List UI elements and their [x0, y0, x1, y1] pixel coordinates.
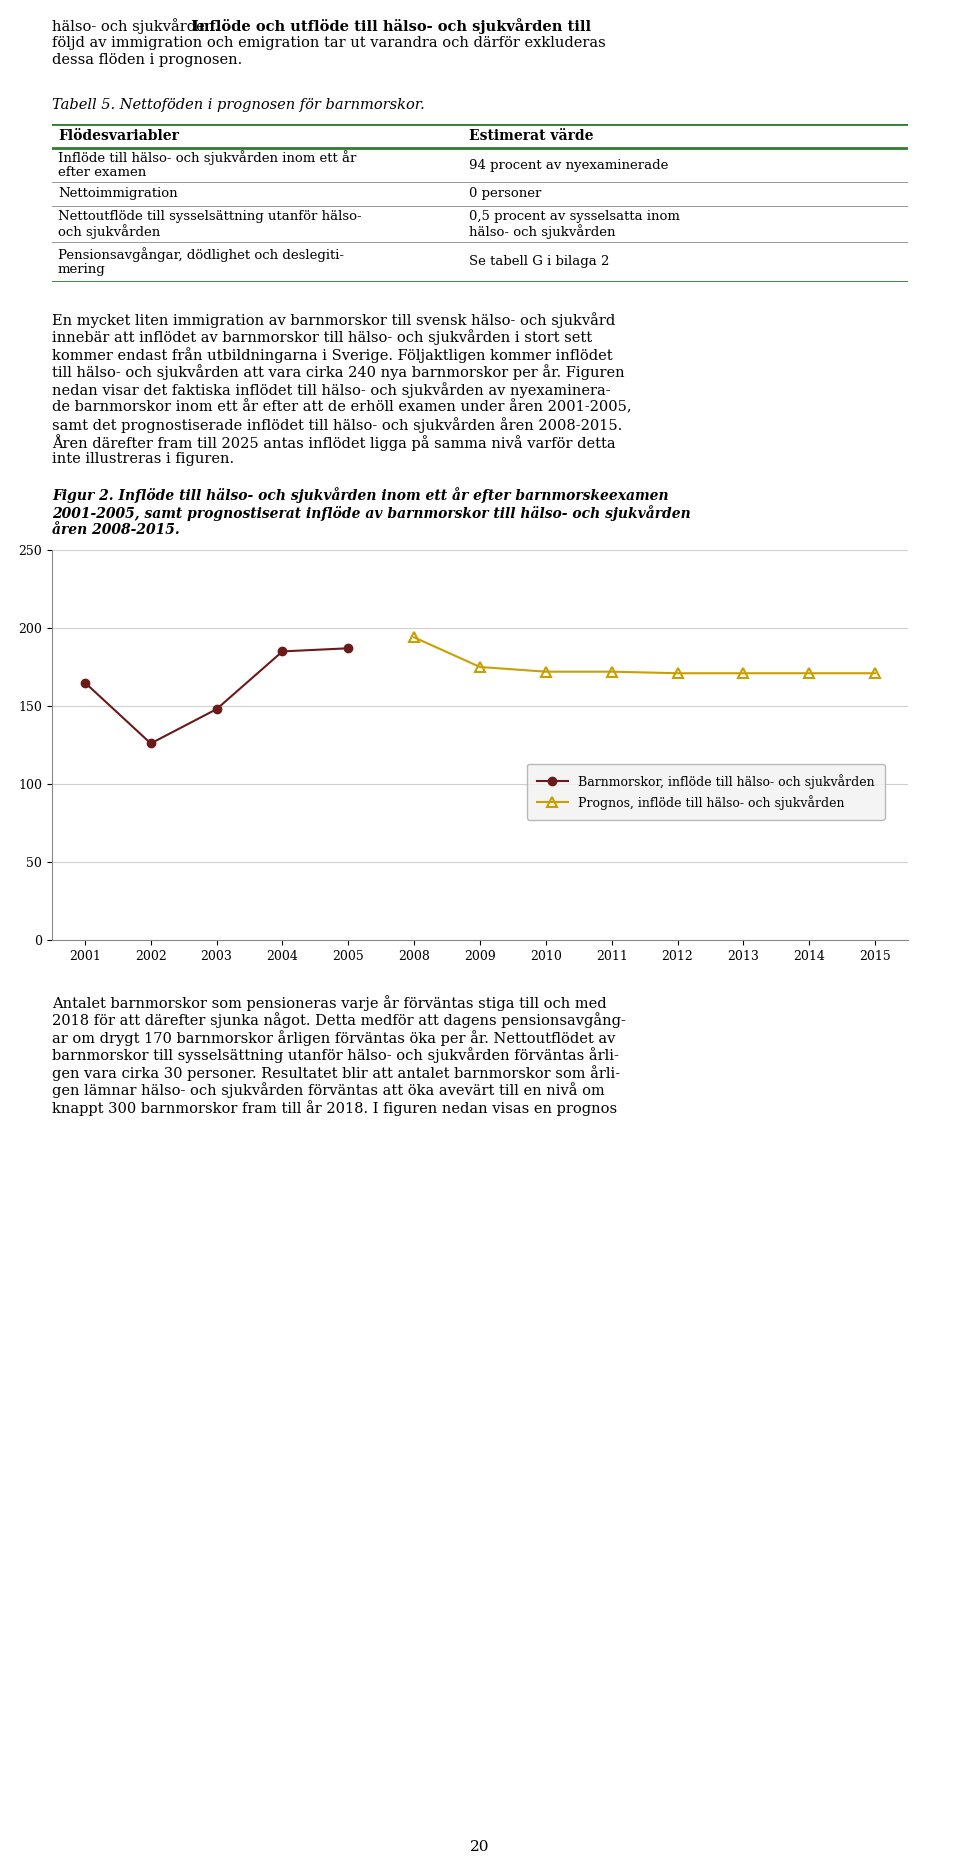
Text: inte illustreras i figuren.: inte illustreras i figuren.	[52, 453, 234, 466]
Text: Antalet barnmorskor som pensioneras varje år förväntas stiga till och med: Antalet barnmorskor som pensioneras varj…	[52, 995, 607, 1012]
Text: hälso- och sjukvården.: hälso- och sjukvården.	[52, 19, 224, 34]
Text: samt det prognostiserade inflödet till hälso- och sjukvården åren 2008-2015.: samt det prognostiserade inflödet till h…	[52, 417, 622, 432]
Text: barnmorskor till sysselsättning utanför hälso- och sjukvården förväntas årli-: barnmorskor till sysselsättning utanför …	[52, 1047, 619, 1064]
Line: Barnmorskor, inflöde till hälso- och sjukvården: Barnmorskor, inflöde till hälso- och sju…	[81, 643, 352, 748]
Barnmorskor, inflöde till hälso- och sjukvården	[211, 698, 223, 720]
Text: 2018 för att därefter sjunka något. Detta medför att dagens pensionsavgång-: 2018 för att därefter sjunka något. Dett…	[52, 1012, 626, 1028]
Text: hälso- och sjukvården: hälso- och sjukvården	[468, 224, 615, 239]
Text: kommer endast från utbildningarna i Sverige. Följaktligen kommer inflödet: kommer endast från utbildningarna i Sver…	[52, 348, 612, 363]
Prognos, inflöde till hälso- och sjukvården	[474, 656, 486, 679]
Text: En mycket liten immigration av barnmorskor till svensk hälso- och sjukvård: En mycket liten immigration av barnmorsk…	[52, 312, 615, 327]
Text: de barnmorskor inom ett år efter att de erhöll examen under åren 2001-2005,: de barnmorskor inom ett år efter att de …	[52, 400, 632, 413]
Text: Tabell 5. Nettoföden i prognosen för barnmorskor.: Tabell 5. Nettoföden i prognosen för bar…	[52, 99, 424, 112]
Barnmorskor, inflöde till hälso- och sjukvården	[343, 638, 354, 660]
Legend: Barnmorskor, inflöde till hälso- och sjukvården, Prognos, inflöde till hälso- oc: Barnmorskor, inflöde till hälso- och sju…	[527, 763, 884, 819]
Text: Inflöde till hälso- och sjukvården inom ett år: Inflöde till hälso- och sjukvården inom …	[58, 150, 356, 165]
Text: innebär att inflödet av barnmorskor till hälso- och sjukvården i stort sett: innebär att inflödet av barnmorskor till…	[52, 329, 592, 346]
Text: Se tabell G i bilaga 2: Se tabell G i bilaga 2	[468, 256, 610, 269]
Barnmorskor, inflöde till hälso- och sjukvården	[79, 671, 90, 694]
Text: 0 personer: 0 personer	[468, 187, 541, 200]
Text: Flödesvariabler: Flödesvariabler	[58, 129, 179, 142]
Text: 0,5 procent av sysselsatta inom: 0,5 procent av sysselsatta inom	[468, 209, 680, 223]
Text: Nettoimmigration: Nettoimmigration	[58, 187, 178, 200]
Text: nedan visar det faktiska inflödet till hälso- och sjukvården av nyexaminera-: nedan visar det faktiska inflödet till h…	[52, 381, 611, 398]
Prognos, inflöde till hälso- och sjukvården	[804, 662, 815, 684]
Prognos, inflöde till hälso- och sjukvården	[606, 660, 617, 683]
Line: Prognos, inflöde till hälso- och sjukvården: Prognos, inflöde till hälso- och sjukvår…	[409, 632, 880, 679]
Prognos, inflöde till hälso- och sjukvården	[672, 662, 684, 684]
Barnmorskor, inflöde till hälso- och sjukvården	[145, 733, 156, 755]
Text: dessa flöden i prognosen.: dessa flöden i prognosen.	[52, 52, 242, 67]
Text: efter examen: efter examen	[58, 166, 146, 180]
Text: och sjukvården: och sjukvården	[58, 224, 160, 239]
Text: Pensionsavgångar, dödlighet och deslegiti-: Pensionsavgångar, dödlighet och deslegit…	[58, 247, 344, 262]
Text: 20: 20	[470, 1840, 490, 1853]
Text: åren 2008-2015.: åren 2008-2015.	[52, 522, 180, 537]
Text: till hälso- och sjukvården att vara cirka 240 nya barnmorskor per år. Figuren: till hälso- och sjukvården att vara cirk…	[52, 365, 625, 380]
Text: Inflöde och utflöde till hälso- och sjukvården till: Inflöde och utflöde till hälso- och sjuk…	[192, 19, 591, 34]
Text: Estimerat värde: Estimerat värde	[468, 129, 593, 142]
Prognos, inflöde till hälso- och sjukvården	[540, 660, 552, 683]
Prognos, inflöde till hälso- och sjukvården	[870, 662, 881, 684]
Text: knappt 300 barnmorskor fram till år 2018. I figuren nedan visas en prognos: knappt 300 barnmorskor fram till år 2018…	[52, 1100, 617, 1116]
Text: 2001-2005, samt prognostiserat inflöde av barnmorskor till hälso- och sjukvården: 2001-2005, samt prognostiserat inflöde a…	[52, 505, 691, 522]
Prognos, inflöde till hälso- och sjukvården	[737, 662, 749, 684]
Text: mering: mering	[58, 264, 106, 277]
Text: gen vara cirka 30 personer. Resultatet blir att antalet barnmorskor som årli-: gen vara cirka 30 personer. Resultatet b…	[52, 1066, 620, 1081]
Text: följd av immigration och emigration tar ut varandra och därför exkluderas: följd av immigration och emigration tar …	[52, 36, 606, 49]
Text: Nettoutflöde till sysselsättning utanför hälso-: Nettoutflöde till sysselsättning utanför…	[58, 209, 362, 223]
Text: gen lämnar hälso- och sjukvården förväntas att öka avevärt till en nivå om: gen lämnar hälso- och sjukvården förvänt…	[52, 1083, 605, 1098]
Text: ar om drygt 170 barnmorskor årligen förväntas öka per år. Nettoutflödet av: ar om drygt 170 barnmorskor årligen förv…	[52, 1030, 615, 1045]
Barnmorskor, inflöde till hälso- och sjukvården	[276, 640, 288, 662]
Text: Figur 2. Inflöde till hälso- och sjukvården inom ett år efter barnmorskeexamen: Figur 2. Inflöde till hälso- och sjukvår…	[52, 488, 668, 503]
Prognos, inflöde till hälso- och sjukvården	[408, 626, 420, 649]
Text: Åren därefter fram till 2025 antas inflödet ligga på samma nivå varför detta: Åren därefter fram till 2025 antas inflö…	[52, 434, 615, 451]
Text: 94 procent av nyexaminerade: 94 procent av nyexaminerade	[468, 159, 668, 172]
